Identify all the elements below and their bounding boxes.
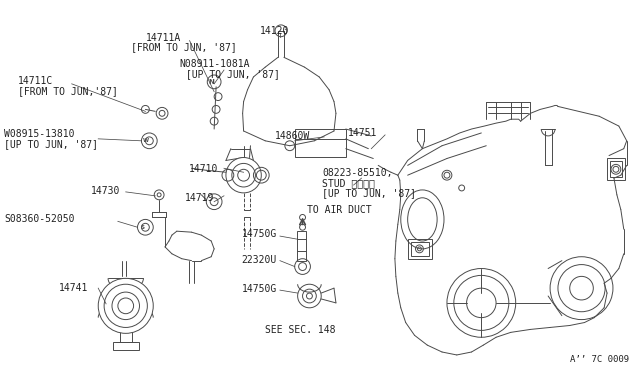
Text: 14741: 14741	[59, 283, 88, 293]
Text: 14860W: 14860W	[275, 131, 310, 141]
Bar	[408, 239, 432, 259]
Bar	[607, 158, 625, 180]
Text: S: S	[140, 225, 145, 230]
Text: W: W	[143, 138, 149, 143]
Bar	[294, 129, 346, 157]
Text: 14120: 14120	[260, 26, 290, 36]
Text: 14711C: 14711C	[18, 76, 53, 86]
Text: 14730: 14730	[90, 186, 120, 196]
Text: 14750G: 14750G	[242, 284, 277, 294]
Bar	[610, 161, 622, 177]
Bar	[297, 231, 307, 261]
Text: [UP TO JUN, '87]: [UP TO JUN, '87]	[180, 69, 280, 79]
Text: SEE SEC. 148: SEE SEC. 148	[265, 326, 336, 336]
Circle shape	[98, 278, 153, 333]
Text: [UP TO JUN, '87]: [UP TO JUN, '87]	[322, 188, 416, 198]
Text: W08915-13810: W08915-13810	[4, 129, 74, 139]
Text: [UP TO JUN, '87]: [UP TO JUN, '87]	[4, 139, 98, 149]
Text: 14751: 14751	[348, 128, 377, 138]
Text: 14719: 14719	[185, 193, 214, 203]
Text: STUD スタッド: STUD スタッド	[322, 178, 375, 188]
Text: N08911-1081A: N08911-1081A	[180, 59, 250, 69]
Text: 14750G: 14750G	[242, 229, 277, 239]
Text: S08360-52050: S08360-52050	[4, 215, 74, 224]
Text: 22320U: 22320U	[242, 255, 277, 265]
Text: 14710: 14710	[189, 164, 218, 174]
Text: A’’ 7C 0009: A’’ 7C 0009	[570, 355, 629, 364]
Text: [FROM TO JUN, '87]: [FROM TO JUN, '87]	[131, 42, 236, 52]
Text: [FROM TO JUN,'87]: [FROM TO JUN,'87]	[18, 86, 118, 96]
Circle shape	[226, 157, 261, 193]
Text: 08223-85510,: 08223-85510,	[322, 168, 393, 178]
Text: TO AIR DUCT: TO AIR DUCT	[307, 205, 372, 215]
Bar	[113, 342, 138, 350]
Text: N: N	[208, 79, 214, 85]
Text: 14711A: 14711A	[145, 33, 180, 43]
Bar	[411, 242, 429, 256]
